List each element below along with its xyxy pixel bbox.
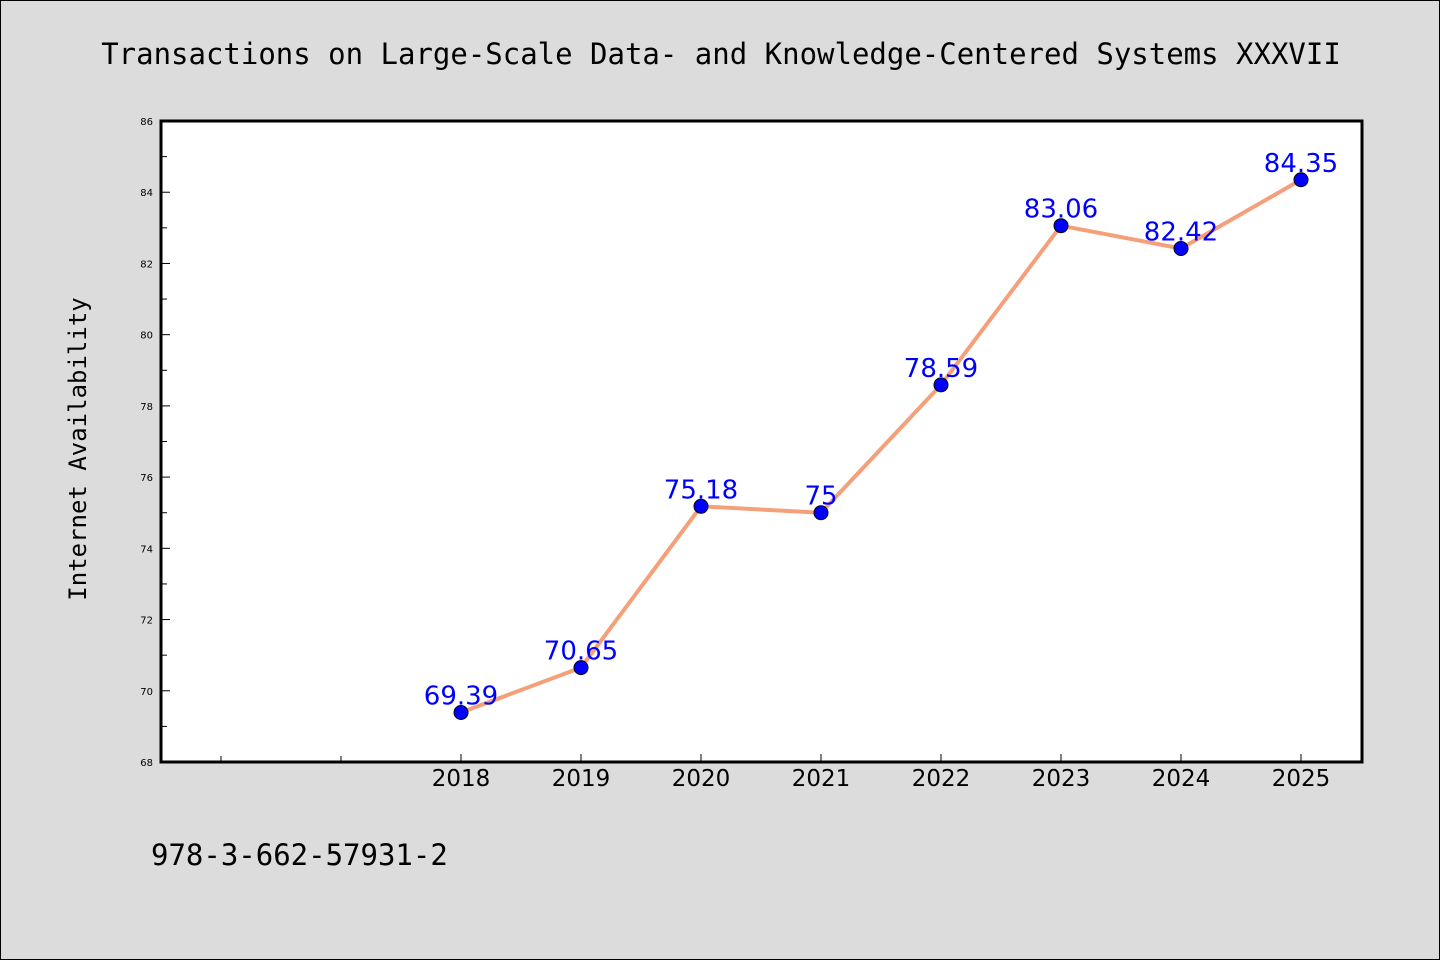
y-axis-label: Internet Availability — [64, 297, 92, 600]
y-tick-label: 78 — [140, 402, 153, 413]
data-markers — [453, 172, 1309, 721]
x-tick-label: 2023 — [1032, 766, 1091, 792]
data-label: 84.35 — [1264, 149, 1338, 179]
data-labels: 69.39 70.65 75.18 75 78.59 83.06 82.42 84.35 — [424, 149, 1338, 712]
plot-border — [159, 119, 1364, 764]
data-point — [1293, 172, 1309, 188]
isbn-label: 978-3-662-57931-2 — [151, 838, 448, 872]
data-point — [1053, 218, 1069, 234]
y-tick-label: 86 — [140, 117, 153, 128]
x-tick-label: 2022 — [912, 766, 971, 792]
x-tick-label: 2025 — [1272, 766, 1331, 792]
data-point — [573, 660, 589, 676]
x-tick-label: 2024 — [1152, 766, 1211, 792]
y-tick-label: 84 — [140, 188, 153, 199]
x-tick-label: 2021 — [792, 766, 851, 792]
data-label: 75 — [804, 482, 837, 512]
plot-area — [161, 121, 1362, 762]
data-label: 82.42 — [1144, 217, 1218, 247]
y-tick-label: 72 — [140, 616, 153, 627]
x-tick-label: 2020 — [672, 766, 731, 792]
data-point — [1173, 240, 1189, 256]
data-point — [453, 705, 469, 721]
series-line — [460, 178, 1302, 715]
y-tick-label: 70 — [140, 687, 153, 698]
x-axis-ticks: 2018 2019 2020 2021 2022 2023 2024 2025 — [432, 754, 1331, 792]
data-point — [813, 505, 829, 521]
y-axis-ticks: 68 70 72 74 76 78 80 82 84 86 — [140, 117, 170, 769]
data-label: 69.39 — [424, 682, 498, 712]
data-label: 70.65 — [544, 637, 618, 667]
chart-title: Transactions on Large-Scale Data- and Kn… — [101, 37, 1341, 71]
x-tick-label: 2018 — [432, 766, 491, 792]
data-label: 78.59 — [904, 354, 978, 384]
data-point — [933, 377, 949, 393]
data-label: 83.06 — [1024, 195, 1098, 225]
data-label: 75.18 — [664, 475, 738, 505]
y-tick-label: 76 — [140, 473, 153, 484]
y-tick-label: 82 — [140, 259, 153, 270]
y-tick-label: 80 — [140, 331, 153, 342]
x-tick-label: 2019 — [552, 766, 611, 792]
y-tick-label: 68 — [140, 758, 153, 769]
data-point — [693, 498, 709, 514]
y-tick-label: 74 — [140, 544, 153, 555]
